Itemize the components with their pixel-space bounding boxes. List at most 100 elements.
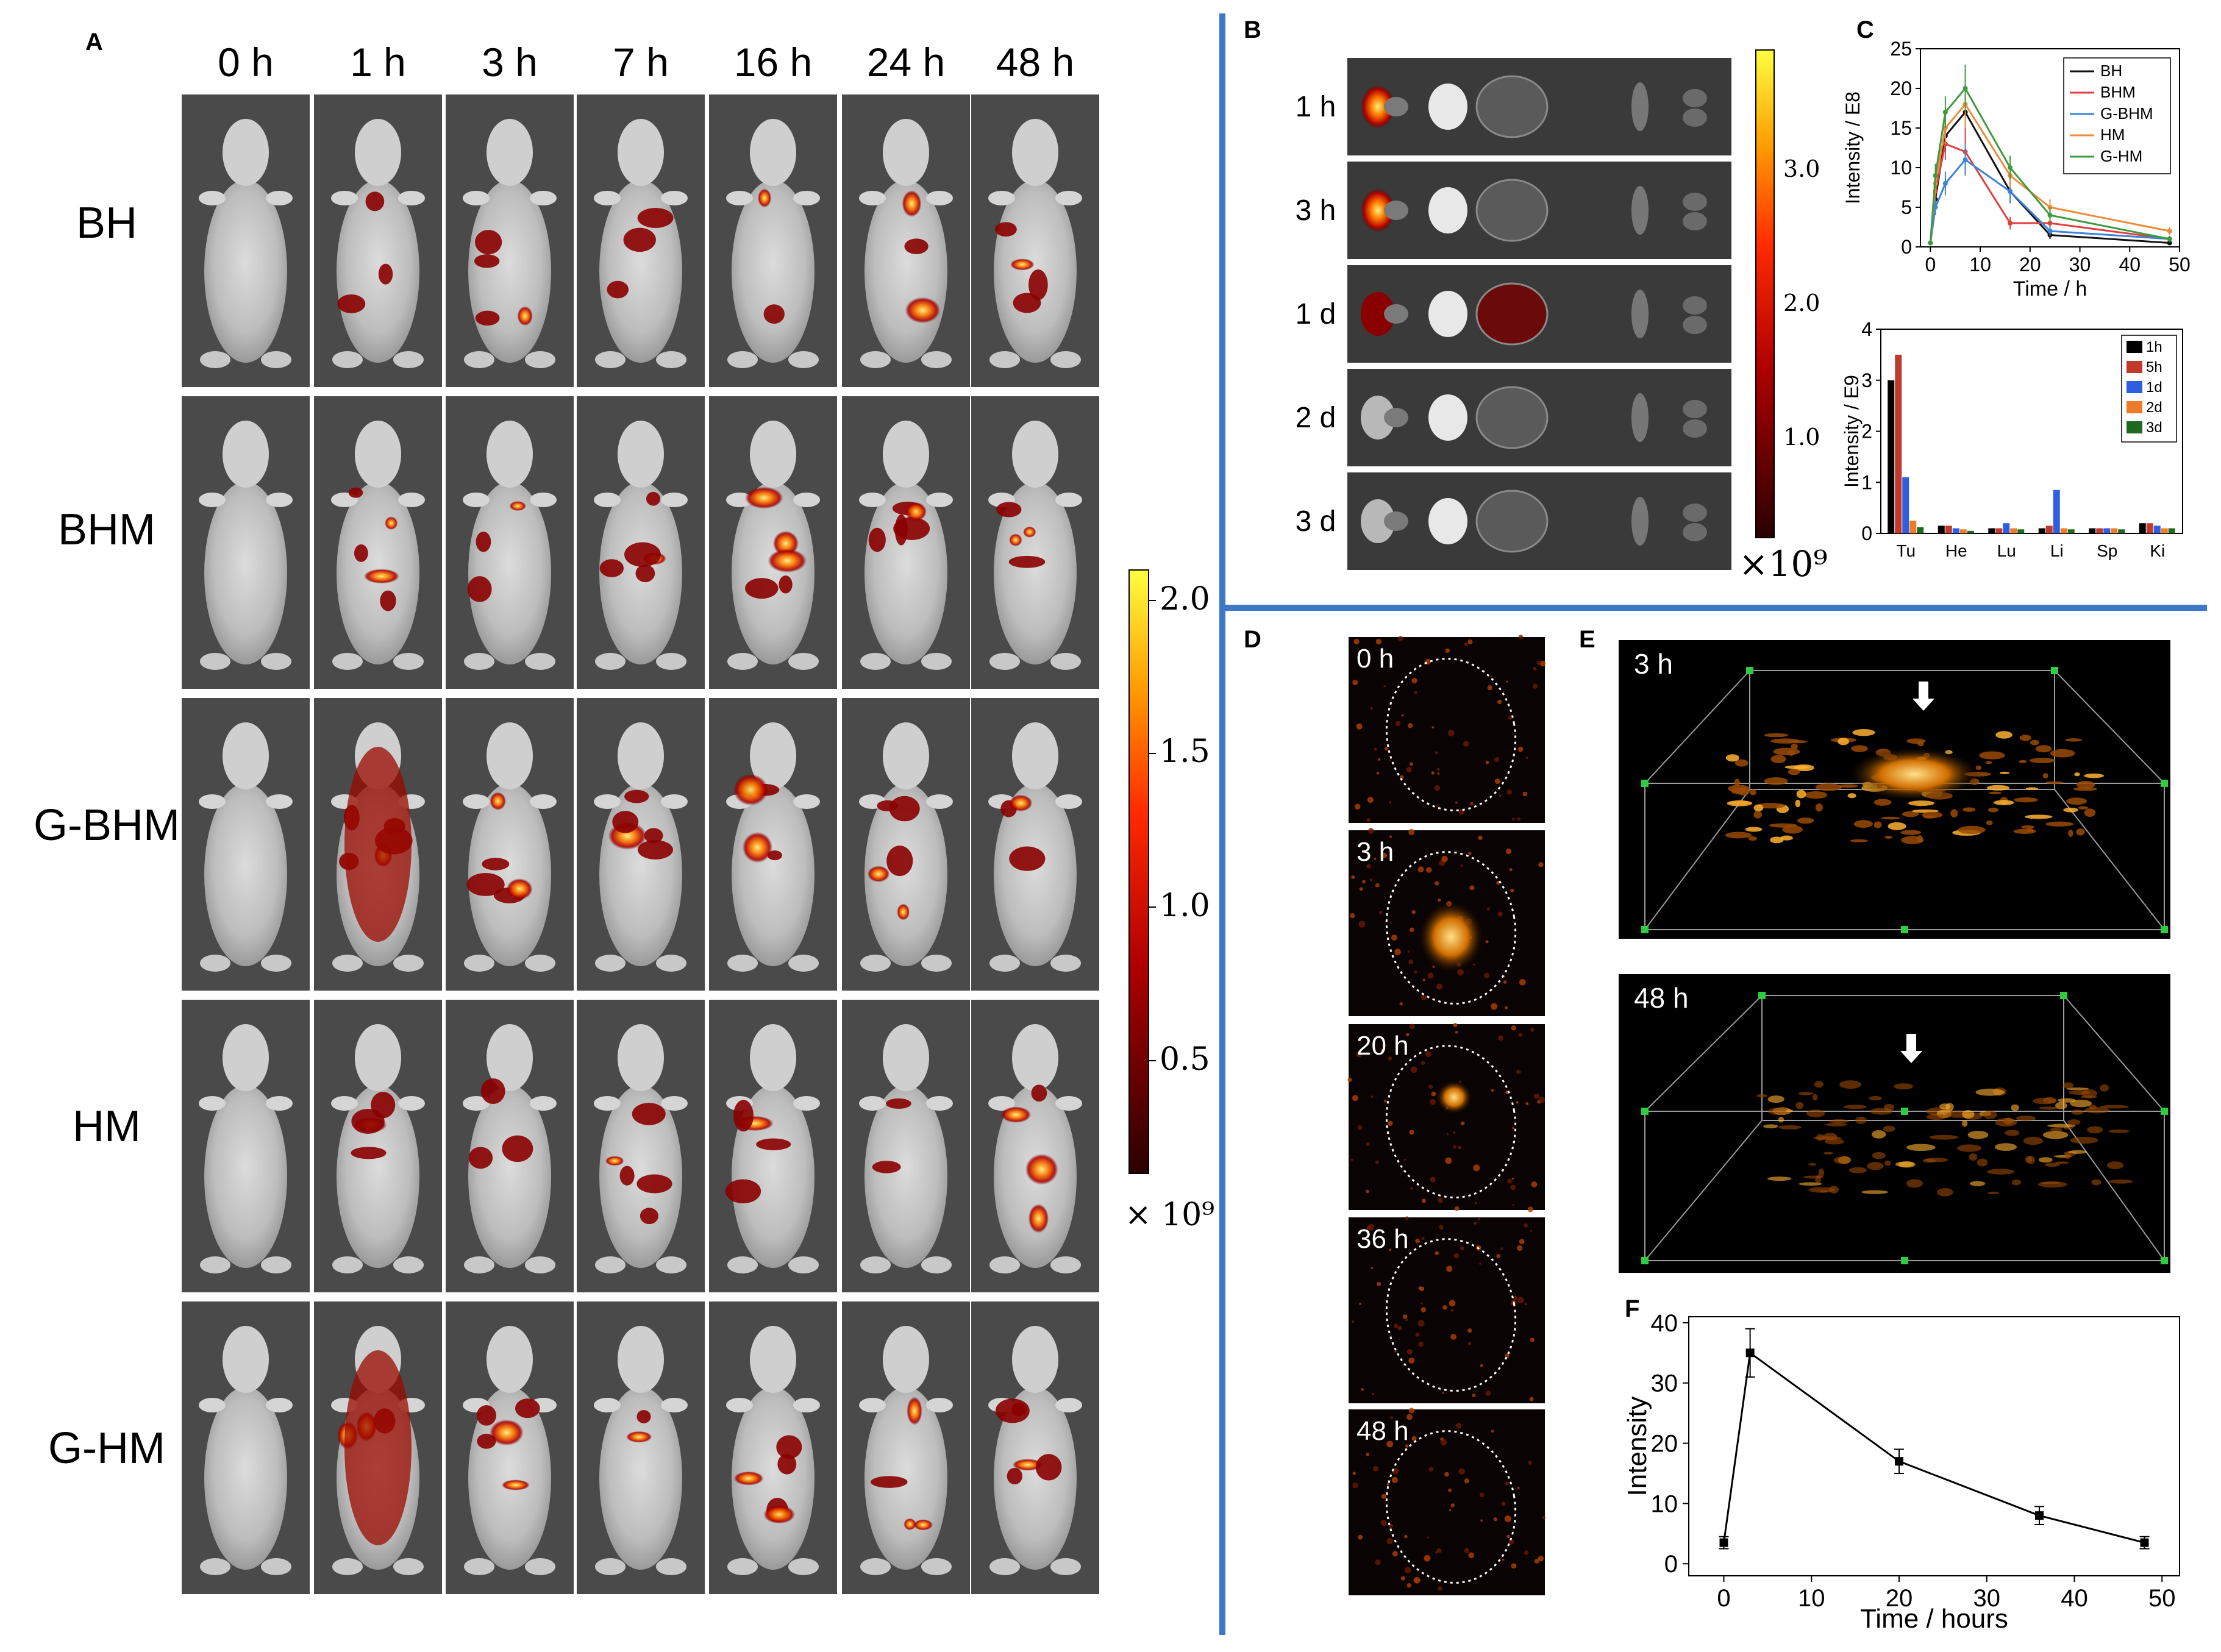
pa-signal xyxy=(1516,1101,1519,1104)
pa-signal xyxy=(1497,699,1502,704)
mouse-body xyxy=(732,180,815,363)
fluorescence-spot xyxy=(779,575,793,594)
mouse-image xyxy=(971,396,1099,689)
pa-signal xyxy=(1408,828,1415,835)
pa-signal xyxy=(1511,1563,1517,1569)
colorbar-a-tick: 1.5 xyxy=(1160,733,1210,770)
pa-signal xyxy=(1435,1251,1439,1255)
bar xyxy=(1917,527,1924,533)
fluorescence-spot xyxy=(624,542,661,567)
mouse-paw xyxy=(464,1256,494,1273)
volume-signal xyxy=(1963,807,1976,812)
mouse-paw xyxy=(199,1398,226,1412)
mouse-head xyxy=(618,722,664,789)
panel-b-colorbar: 3.0 2.0 1.0 ×10⁹ xyxy=(1739,49,1828,585)
legend-box xyxy=(2063,57,2171,174)
mouse-paw xyxy=(661,493,688,507)
fluorescence-spot xyxy=(624,789,649,803)
mouse-paw xyxy=(860,1558,891,1575)
volume-corner-marker xyxy=(1901,1108,1908,1115)
mouse-image xyxy=(971,1000,1099,1292)
fluorescence-spot xyxy=(1009,533,1022,547)
pa-signal xyxy=(1463,741,1469,747)
pa-signal xyxy=(1425,1051,1431,1057)
bar xyxy=(1938,525,1945,533)
panel-a-colorbar: 2.0 1.5 1.0 0.5 × 10⁹ xyxy=(1125,569,1214,1233)
pa-signal xyxy=(1524,1223,1528,1228)
pa-signal xyxy=(1518,635,1524,639)
pa-signal xyxy=(1518,1033,1522,1037)
pa-signal xyxy=(1362,880,1366,884)
pa-signal xyxy=(1468,852,1472,855)
mouse-paw xyxy=(332,955,363,972)
panel-c-bar-chart: 0 1 2 3 4 Intensity / E9 Tu He Lu Li Sp Ki 1h 5h 1d 2d 3… xyxy=(1841,318,2183,560)
pa-signal xyxy=(1421,1307,1427,1312)
mouse-paw xyxy=(860,653,891,670)
pa-signal xyxy=(1380,1049,1385,1053)
mouse-paw xyxy=(1055,1096,1082,1111)
mouse-head xyxy=(1012,1326,1058,1393)
pa-signal xyxy=(1381,853,1387,858)
mouse-image xyxy=(182,698,310,991)
volume-signal xyxy=(1749,789,1756,796)
series-point xyxy=(1719,1538,1728,1547)
legend: 1h 5h 1d 2d 3d xyxy=(2121,335,2177,443)
fluorescence-spot xyxy=(354,544,368,562)
pa-signal xyxy=(1506,1534,1510,1539)
volume-signal xyxy=(2011,1104,2019,1111)
pa-signal xyxy=(1511,1177,1514,1180)
volume-signal xyxy=(1922,1158,1936,1163)
mouse-image xyxy=(842,698,970,991)
fluorescence-spot xyxy=(599,559,624,577)
pa-signal xyxy=(1479,1492,1485,1497)
pa-signal xyxy=(1445,1157,1452,1164)
pa-signal xyxy=(1347,1077,1352,1082)
organ-liver xyxy=(1475,75,1549,138)
colorbar-a-tick: 2.0 xyxy=(1160,581,1210,618)
series-point xyxy=(1963,157,1968,162)
pa-signal xyxy=(1530,1027,1535,1032)
divider-horizontal xyxy=(1225,605,2207,611)
mouse-paw xyxy=(200,653,230,670)
mouse-paw xyxy=(661,191,688,205)
bar xyxy=(2010,528,2017,533)
mouse-head xyxy=(883,119,929,186)
volume-signal xyxy=(1995,731,2012,739)
pa-signal xyxy=(1505,1481,1509,1486)
volume-signal xyxy=(1986,785,2010,791)
fluorescence-spot xyxy=(476,1405,496,1426)
series-point xyxy=(1942,110,1948,115)
mouse-paw xyxy=(464,653,494,670)
legend-swatch xyxy=(2127,361,2142,373)
pa-signal xyxy=(1435,751,1438,755)
fluorescence-spot xyxy=(1012,1459,1043,1471)
volume-signal xyxy=(1791,743,1799,750)
category-label: Li xyxy=(2050,541,2064,560)
volume-corner-marker xyxy=(2161,1108,2168,1115)
volume-edge xyxy=(2054,670,2165,784)
volume-signal xyxy=(1873,821,1882,828)
mouse-paw xyxy=(788,1558,819,1575)
panel-letter-a: A xyxy=(85,29,103,55)
pa-signal xyxy=(1374,747,1377,751)
pa-signal xyxy=(1395,721,1401,727)
volume-signal xyxy=(1900,830,1922,835)
volume-signal xyxy=(1823,1133,1838,1141)
volume-signal xyxy=(2019,760,2027,763)
fluorescence-spot xyxy=(517,306,533,326)
mouse-paw xyxy=(398,493,425,507)
mouse-paw xyxy=(266,1096,293,1111)
pa-signal xyxy=(1450,1333,1456,1340)
panel-a: 0 h 1 h 3 h 7 h 16 h 24 h 48 h BH BHM G-BHM HM G-H… xyxy=(34,40,1214,1594)
volume-signal xyxy=(1784,765,1809,769)
fluorescence-spot xyxy=(371,1092,396,1119)
volume-signal xyxy=(2108,1129,2130,1133)
pa-signal xyxy=(1388,1056,1392,1061)
mouse-paw xyxy=(199,191,226,205)
organ-spleen xyxy=(1631,82,1649,131)
group-label: G-BHM xyxy=(34,801,180,850)
mouse-paw xyxy=(1050,1558,1081,1575)
pa-signal xyxy=(1517,817,1520,821)
colorbar-b-tick: 2.0 xyxy=(1783,290,1820,316)
fluorescence-spot xyxy=(344,1350,412,1545)
